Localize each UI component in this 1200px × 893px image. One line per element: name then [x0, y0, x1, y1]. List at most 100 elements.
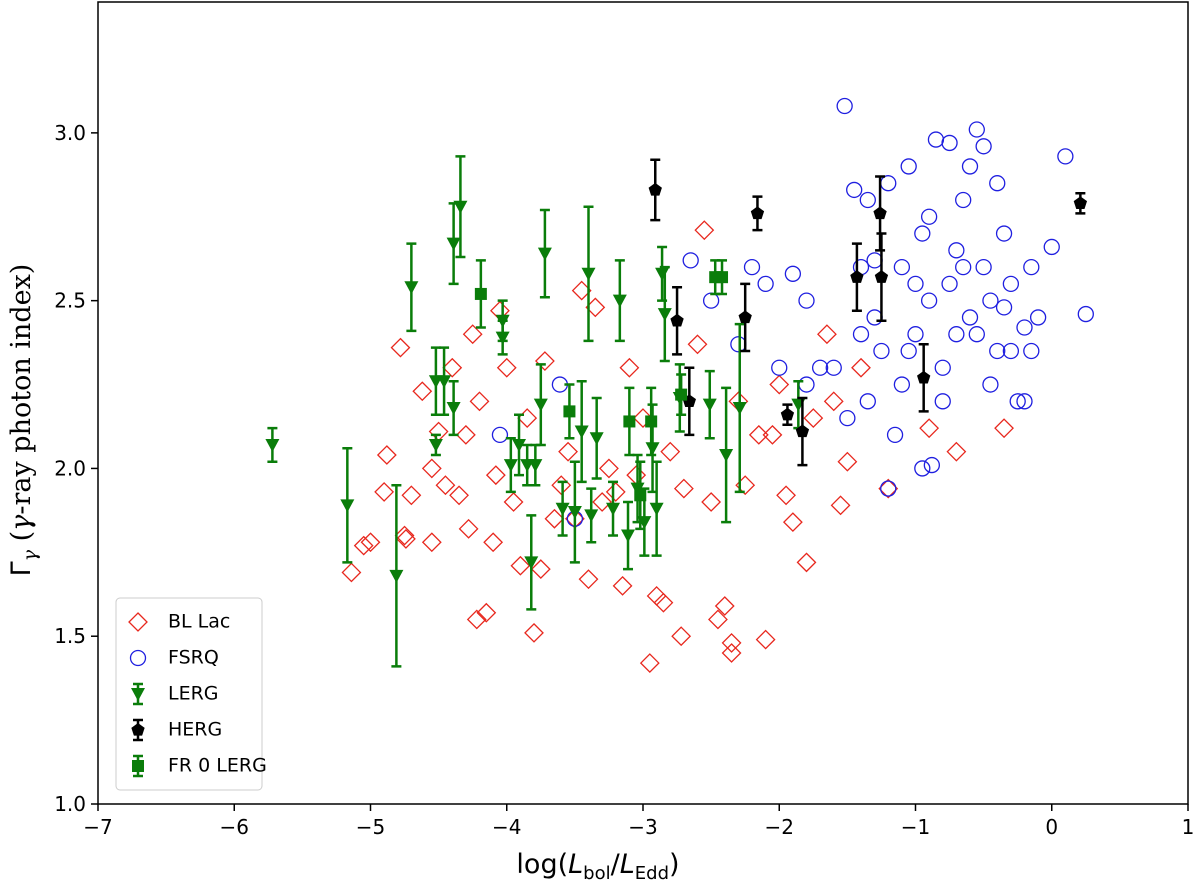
bl-lac-marker [458, 518, 479, 539]
bl-lac-marker [673, 478, 694, 499]
bl-lac-marker [919, 418, 940, 439]
bl-lac-marker [619, 357, 640, 378]
fsrq-marker [852, 326, 870, 343]
herg-marker [750, 206, 765, 220]
bl-lac-marker [660, 441, 681, 462]
herg-marker [670, 313, 684, 327]
bl-lac-marker [762, 424, 783, 445]
series-group [648, 158, 1088, 467]
fsrq-marker [941, 134, 958, 152]
lerg-marker [265, 438, 280, 452]
y-label-part: Γ [6, 561, 37, 576]
y-label-part: -ray photon index) [6, 264, 37, 515]
legend-label: HERG [168, 719, 222, 741]
y-axis-label: Γγ (γ-ray photon index) [6, 264, 41, 577]
herg-marker [850, 270, 864, 283]
bl-lac-marker [748, 424, 769, 445]
lerg-marker [437, 375, 452, 389]
fsrq-marker [757, 275, 774, 293]
lerg-marker [537, 247, 552, 261]
lerg-marker [404, 281, 419, 295]
fsrq-marker [886, 426, 904, 444]
lerg-marker [612, 294, 627, 308]
lerg-marker [524, 556, 539, 570]
bl-lac-marker [503, 492, 524, 512]
herg-marker [917, 370, 931, 384]
bl-lac-marker [510, 555, 531, 576]
fsrq-marker [859, 393, 876, 410]
x-label-part: Edd [635, 863, 669, 884]
series-group [265, 155, 806, 668]
herg-marker [738, 310, 752, 324]
lerg-marker [340, 499, 355, 513]
legend: BL Lac FSRQ LERG HERG FR 0 LERG [115, 597, 267, 791]
lerg-marker [555, 502, 570, 516]
bl-lac-marker [769, 374, 790, 395]
bl-lac-marker [524, 622, 544, 643]
ticks: −7 −6 −5 −4 −3 −2 −1 0 1 1.0 1.5 2.0 2.5 3.0 [54, 121, 1194, 839]
x-label-part: L [568, 849, 583, 880]
fsrq-marker [682, 252, 699, 269]
fsrq-marker [907, 326, 924, 343]
fsrq-marker [975, 258, 992, 276]
herg-marker [795, 424, 810, 438]
y-tick-label: 3.0 [54, 121, 86, 145]
bl-lac-marker [376, 445, 397, 465]
fsrq-marker [784, 265, 802, 282]
legend-label: FR 0 LERG [168, 755, 267, 777]
bl-lac-marker [485, 465, 506, 486]
x-tick-label: −7 [83, 815, 112, 839]
fsrq-marker [989, 342, 1006, 360]
bl-lac-marker [128, 612, 148, 632]
herg-marker [648, 182, 662, 196]
fsrq-marker [1023, 342, 1040, 360]
lerg-marker [446, 402, 461, 416]
bl-lac-marker [421, 458, 442, 479]
bl-lac-marker [639, 653, 660, 673]
lerg-marker [528, 459, 543, 473]
fsrq-marker [920, 208, 938, 225]
fsrq-marker [934, 359, 951, 376]
bl-lac-marker [796, 552, 817, 573]
bl-lac-marker [599, 458, 619, 479]
fr0-marker [563, 405, 576, 418]
bl-lac-marker [782, 512, 803, 533]
x-tick-label: −1 [901, 815, 930, 839]
bl-lac-marker [435, 475, 456, 496]
y-tick-label: 1.5 [54, 624, 86, 648]
fsrq-marker [1029, 309, 1047, 326]
fr0-marker [474, 287, 487, 300]
lerg-marker [649, 502, 664, 516]
fr0-marker [645, 415, 658, 428]
lerg-marker [512, 438, 527, 452]
fsrq-marker [948, 242, 965, 259]
bl-lac-marker [946, 441, 967, 462]
axes-frame [97, 1, 1189, 805]
fsrq-marker [1002, 342, 1020, 360]
lerg-marker [389, 569, 404, 583]
lerg-marker [446, 237, 461, 251]
fsrq-marker [811, 359, 829, 376]
bl-lac-marker [466, 609, 487, 630]
fsrq-marker [900, 158, 917, 175]
lerg-marker [503, 459, 518, 473]
bl-lac-marker [462, 324, 483, 345]
bl-lac-marker [633, 408, 653, 429]
fr0-marker [716, 271, 729, 284]
fr0-marker [675, 388, 688, 401]
bl-lac-marker [544, 508, 565, 529]
bl-lac-marker [449, 485, 469, 506]
fsrq-marker [982, 292, 999, 309]
fsrq-marker [839, 409, 856, 427]
bl-lac-marker [851, 357, 871, 378]
lerg-marker [584, 509, 599, 523]
fsrq-marker [961, 158, 979, 175]
bl-lac-marker [534, 351, 555, 371]
fsrq-marker [1016, 393, 1033, 410]
y-label-part: ( [6, 531, 37, 550]
fr0-marker [623, 415, 636, 428]
bl-lac-marker [390, 337, 411, 358]
lerg-marker [567, 506, 582, 520]
x-label-part: / [611, 849, 621, 880]
